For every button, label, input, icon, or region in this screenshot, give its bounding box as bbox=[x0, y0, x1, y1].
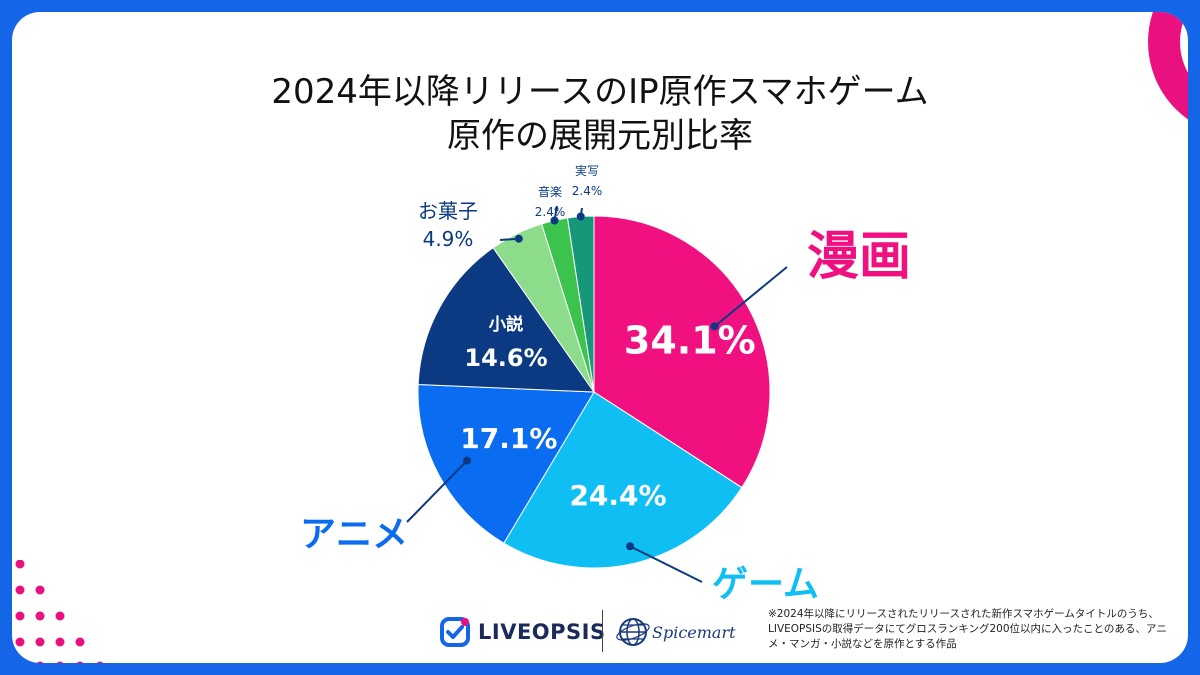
decorative-dots bbox=[15, 560, 104, 663]
outside-value-music: 2.4% bbox=[535, 205, 566, 219]
leader-dot-live-action bbox=[576, 212, 585, 221]
slice-value-game: 24.4% bbox=[569, 479, 666, 512]
leader-dot-anime bbox=[463, 456, 472, 465]
outside-value-snack: 4.9% bbox=[423, 227, 474, 251]
leader-dot-snack bbox=[514, 234, 523, 243]
outside-label-manga: 漫画 bbox=[807, 227, 911, 287]
leader-dot-game bbox=[626, 542, 635, 551]
outside-label-snack: お菓子 bbox=[418, 199, 478, 223]
liveopsis-logo-icon bbox=[440, 617, 470, 647]
leader-dot-manga bbox=[710, 322, 719, 331]
spicemart-brand: Spicemart bbox=[616, 615, 736, 649]
leader-line-manga bbox=[713, 266, 788, 328]
chart-title: 2024年以降リリースのIP原作スマホゲーム 原作の展開元別比率 bbox=[12, 70, 1188, 158]
slice-value-anime: 17.1% bbox=[460, 422, 557, 455]
outside-label-anime: アニメ bbox=[300, 514, 408, 555]
slice-label-novel: 小説 bbox=[489, 314, 524, 335]
footnote: ※2024年以降にリリースされたリリースされた新作スマホゲームタイトルのうち、L… bbox=[768, 608, 1167, 650]
pie-slice-manga bbox=[593, 215, 771, 489]
slice-value-manga: 34.1% bbox=[624, 319, 756, 363]
outside-label-music: 音楽 bbox=[538, 184, 562, 199]
chart-title-line-2: 原作の展開元別比率 bbox=[447, 116, 753, 156]
slice-value-novel: 14.6% bbox=[464, 344, 547, 372]
liveopsis-wordmark: LIVEOPSIS bbox=[478, 620, 606, 644]
outside-label-game: ゲーム bbox=[712, 564, 819, 605]
leader-line-game bbox=[629, 545, 703, 583]
spicemart-wordmark: Spicemart bbox=[652, 622, 736, 642]
liveopsis-brand: LIVEOPSIS bbox=[440, 614, 606, 650]
card: 2024年以降リリースのIP原作スマホゲーム 原作の展開元別比率 34.1% 漫画… bbox=[12, 12, 1188, 663]
brand-divider bbox=[602, 610, 603, 652]
chart-title-line-1: 2024年以降リリースのIP原作スマホゲーム bbox=[271, 72, 929, 112]
outside-label-live-action: 実写 bbox=[575, 163, 599, 178]
pie-slice-anime bbox=[417, 384, 595, 544]
leader-line-anime bbox=[406, 459, 468, 523]
pie-slice-novel bbox=[417, 247, 595, 393]
outside-value-live-action: 2.4% bbox=[572, 184, 603, 198]
leader-dot-music bbox=[550, 216, 559, 225]
globe-icon bbox=[616, 618, 650, 646]
pie-slice-game bbox=[503, 391, 743, 569]
pie-chart: 34.1% 漫画 24.4% ゲーム 17.1% アニメ 小説 14.6% お菓子 4.9% 音楽 2… bbox=[300, 163, 911, 605]
